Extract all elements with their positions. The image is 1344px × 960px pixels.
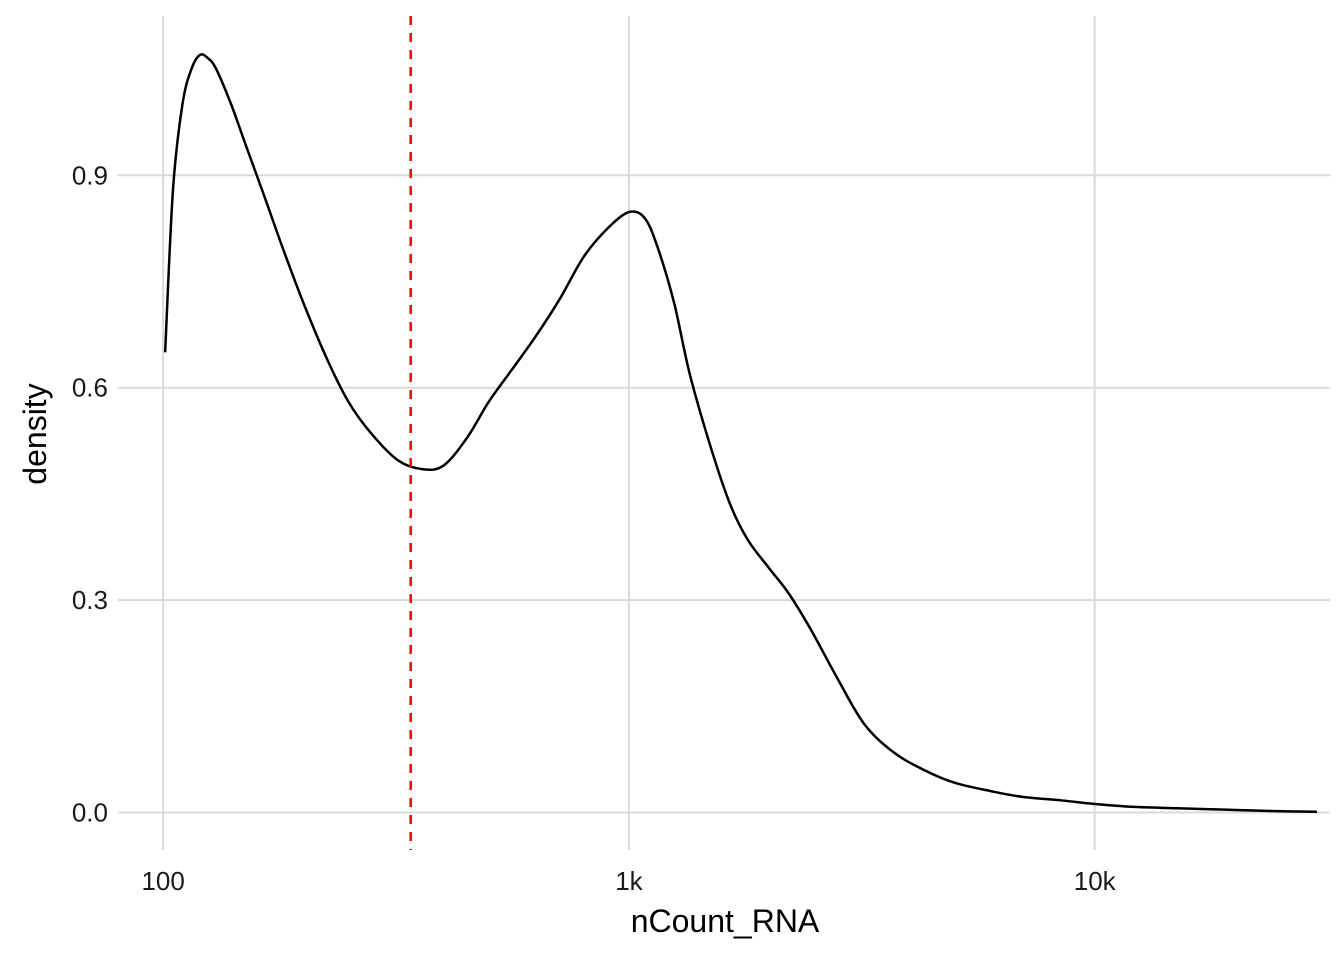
x-tick-label: 10k [1074, 866, 1117, 896]
density-curve [163, 53, 1317, 814]
y-tick-label: 0.3 [72, 585, 108, 615]
x-tick-label: 100 [141, 866, 184, 896]
y-tick-label: 0.0 [72, 797, 108, 827]
tick-labels: 0.0 0.3 0.6 0.9 100 1k 10k [72, 160, 1117, 896]
x-tick-label: 1k [615, 866, 643, 896]
y-axis-title: density [17, 383, 53, 484]
y-tick-label: 0.6 [72, 373, 108, 403]
grid [118, 16, 1330, 850]
x-axis-title: nCount_RNA [631, 903, 820, 939]
plot-area [163, 16, 1317, 850]
y-tick-label: 0.9 [72, 160, 108, 190]
